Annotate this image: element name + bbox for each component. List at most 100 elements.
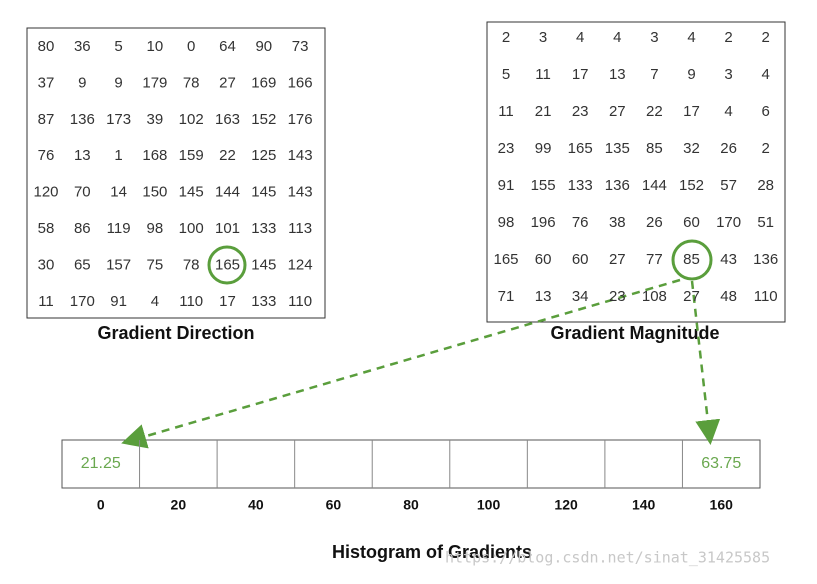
cell-value: 157 (106, 256, 131, 273)
direction-caption: Gradient Direction (97, 323, 254, 343)
cell-value: 110 (754, 288, 778, 305)
cell-value: 2 (762, 140, 770, 157)
cell-value: 28 (757, 177, 774, 194)
cell-value: 2 (502, 29, 510, 46)
histogram-title: Histogram of Gradients (332, 542, 532, 562)
cell-value: 43 (720, 251, 737, 268)
cell-value: 133 (251, 293, 276, 310)
cell-value: 143 (288, 147, 313, 164)
cell-value: 91 (110, 293, 127, 310)
cell-value: 165 (568, 140, 593, 157)
bin-value: 63.75 (701, 455, 741, 472)
histogram-box (61, 439, 761, 489)
cell-value: 17 (572, 66, 589, 83)
direction-box (26, 27, 326, 319)
cell-value: 9 (687, 66, 695, 83)
cell-value: 1 (114, 147, 122, 164)
magnitude-caption: Gradient Magnitude (550, 323, 719, 343)
cell-value: 170 (70, 293, 95, 310)
cell-value: 34 (572, 288, 589, 305)
cell-value: 11 (535, 66, 551, 83)
cell-value: 4 (762, 66, 770, 83)
cell-value: 21 (535, 103, 552, 120)
cell-value: 135 (605, 140, 630, 157)
cell-value: 179 (142, 74, 167, 91)
cell-value: 22 (219, 147, 236, 164)
cell-value: 14 (110, 184, 127, 201)
cell-value: 165 (493, 251, 518, 268)
cell-value: 3 (539, 29, 547, 46)
cell-value: 36 (74, 38, 91, 55)
cell-value: 145 (251, 256, 276, 273)
bin-label: 100 (477, 497, 501, 513)
cell-value: 23 (572, 103, 589, 120)
cell-value: 32 (683, 140, 700, 157)
cell-value: 5 (502, 66, 510, 83)
magnitude-box (486, 21, 786, 323)
cell-value: 60 (683, 214, 700, 231)
cell-value: 144 (215, 184, 240, 201)
cell-value: 98 (498, 214, 515, 231)
watermark: https://blog.csdn.net/sinat_31425585 (445, 549, 770, 567)
cell-value: 152 (251, 111, 276, 128)
cell-value: 165 (215, 256, 240, 273)
cell-value: 76 (38, 147, 55, 164)
cell-value: 10 (147, 38, 164, 55)
cell-value: 136 (753, 251, 778, 268)
cell-value: 77 (646, 251, 663, 268)
cell-value: 4 (687, 29, 695, 46)
cell-value: 87 (38, 111, 55, 128)
bin-label: 140 (632, 497, 656, 513)
highlight-circle (207, 245, 247, 285)
arrow (121, 278, 681, 449)
arrow (690, 280, 721, 445)
cell-value: 23 (609, 288, 626, 305)
cell-value: 13 (74, 147, 91, 164)
cell-value: 85 (646, 140, 663, 157)
cell-value: 152 (679, 177, 704, 194)
cell-value: 37 (38, 74, 55, 91)
cell-value: 26 (646, 214, 663, 231)
bin-label: 60 (326, 497, 342, 513)
cell-value: 38 (609, 214, 626, 231)
cell-value: 100 (179, 220, 204, 237)
cell-value: 78 (183, 256, 200, 273)
cell-value: 48 (720, 288, 737, 305)
cell-value: 4 (724, 103, 732, 120)
cell-value: 170 (716, 214, 741, 231)
cell-value: 60 (535, 251, 552, 268)
cell-value: 23 (498, 140, 515, 157)
cell-value: 90 (255, 38, 272, 55)
cell-value: 30 (38, 256, 55, 273)
cell-value: 2 (762, 29, 770, 46)
cell-value: 26 (720, 140, 737, 157)
cell-value: 27 (683, 288, 700, 305)
cell-value: 60 (572, 251, 589, 268)
bin-label: 20 (171, 497, 187, 513)
cell-value: 13 (609, 66, 626, 83)
cell-value: 133 (251, 220, 276, 237)
cell-value: 145 (179, 184, 204, 201)
cell-value: 108 (642, 288, 667, 305)
cell-value: 13 (535, 288, 552, 305)
cell-value: 86 (74, 220, 91, 237)
bin-value: 21.25 (81, 455, 121, 472)
cell-value: 166 (288, 74, 313, 91)
cell-value: 143 (288, 184, 313, 201)
cell-value: 9 (114, 74, 122, 91)
cell-value: 133 (568, 177, 593, 194)
cell-value: 91 (498, 177, 515, 194)
cell-value: 39 (147, 111, 164, 128)
cell-value: 65 (74, 256, 91, 273)
cell-value: 99 (535, 140, 552, 157)
bin-label: 160 (710, 497, 734, 513)
cell-value: 169 (251, 74, 276, 91)
cell-value: 144 (642, 177, 667, 194)
cell-value: 168 (142, 147, 167, 164)
cell-value: 173 (106, 111, 131, 128)
cell-value: 11 (38, 293, 54, 310)
cell-value: 51 (757, 214, 774, 231)
cell-value: 4 (613, 29, 621, 46)
cell-value: 27 (219, 74, 236, 91)
cell-value: 102 (179, 111, 204, 128)
